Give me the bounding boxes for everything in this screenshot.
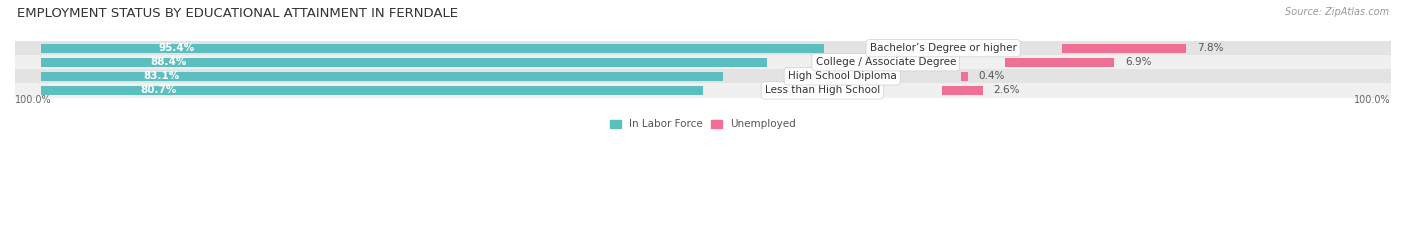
Bar: [41, 72, 723, 81]
Bar: [41, 86, 703, 95]
Text: 83.1%: 83.1%: [143, 71, 180, 81]
Bar: [41, 44, 824, 52]
Text: 0.4%: 0.4%: [979, 71, 1005, 81]
Bar: [41, 58, 766, 67]
Bar: [15, 55, 1391, 69]
Text: 7.8%: 7.8%: [1197, 43, 1223, 53]
Text: 2.6%: 2.6%: [994, 86, 1019, 96]
Text: 100.0%: 100.0%: [15, 95, 52, 105]
Text: Source: ZipAtlas.com: Source: ZipAtlas.com: [1285, 7, 1389, 17]
Bar: [1005, 58, 1115, 67]
Text: High School Diploma: High School Diploma: [787, 71, 897, 81]
Text: 88.4%: 88.4%: [150, 57, 187, 67]
Text: 80.7%: 80.7%: [141, 86, 177, 96]
Text: 6.9%: 6.9%: [1125, 57, 1152, 67]
Text: EMPLOYMENT STATUS BY EDUCATIONAL ATTAINMENT IN FERNDALE: EMPLOYMENT STATUS BY EDUCATIONAL ATTAINM…: [17, 7, 458, 20]
Legend: In Labor Force, Unemployed: In Labor Force, Unemployed: [606, 115, 800, 134]
Bar: [962, 72, 967, 81]
Bar: [15, 41, 1391, 55]
Text: College / Associate Degree: College / Associate Degree: [815, 57, 956, 67]
Text: Bachelor’s Degree or higher: Bachelor’s Degree or higher: [870, 43, 1017, 53]
Text: Less than High School: Less than High School: [765, 86, 880, 96]
Bar: [15, 69, 1391, 83]
Bar: [1062, 44, 1187, 52]
Bar: [15, 83, 1391, 97]
Text: 100.0%: 100.0%: [1354, 95, 1391, 105]
Text: 95.4%: 95.4%: [159, 43, 195, 53]
Bar: [942, 86, 983, 95]
